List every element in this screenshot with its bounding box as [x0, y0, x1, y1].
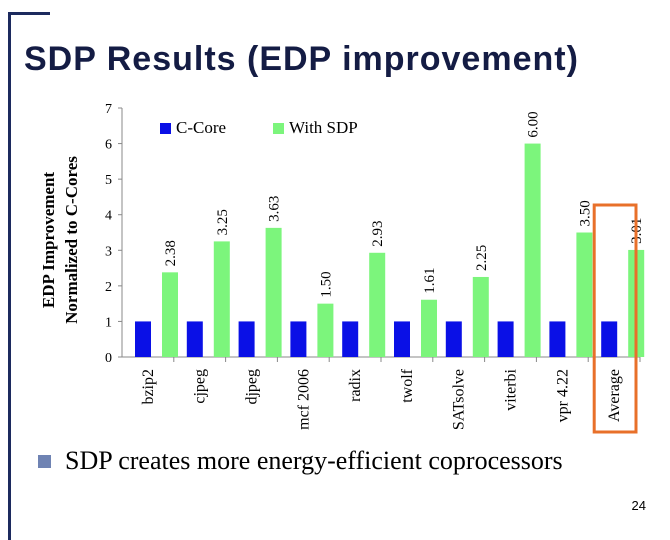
- x-category-label: mcf 2006: [295, 369, 312, 430]
- x-category-label: Average: [606, 369, 623, 422]
- legend-label-with-sdp: With SDP: [289, 118, 358, 137]
- x-category-label: radix: [347, 369, 364, 402]
- bar-with-sdp: [421, 299, 437, 357]
- legend-swatch-c-core: [160, 123, 171, 134]
- y-tick-label: 3: [105, 244, 112, 259]
- x-category-label: vpr 4.22: [554, 369, 571, 422]
- y-tick-label: 2: [105, 280, 112, 295]
- bar-with-sdp: [369, 252, 386, 357]
- bar-with-sdp: [213, 241, 230, 357]
- bar-with-sdp: [524, 143, 541, 357]
- data-label-with-sdp: 3.63: [267, 196, 283, 222]
- data-label-with-sdp: 3.50: [577, 200, 593, 226]
- bar-c-core: [601, 321, 618, 357]
- legend-swatch-with-sdp: [273, 123, 284, 134]
- average-highlight-box: [592, 203, 638, 434]
- x-category-label: SATsolve: [451, 369, 468, 430]
- bar-with-sdp: [162, 272, 178, 357]
- slide-top-accent-tick: [8, 12, 50, 15]
- y-axis-title-line2: Normalized to C-Cores: [62, 156, 81, 324]
- data-label-with-sdp: 2.93: [370, 221, 386, 247]
- bar-c-core: [445, 321, 462, 357]
- x-category-label: viterbi: [503, 368, 520, 410]
- bar-c-core: [290, 321, 307, 357]
- bullet-text: SDP creates more energy-efficient coproc…: [65, 446, 563, 475]
- data-label-with-sdp: 2.25: [474, 245, 490, 271]
- bar-with-sdp: [472, 276, 489, 357]
- slide-title: SDP Results (EDP improvement): [24, 40, 579, 78]
- data-label-with-sdp: 1.50: [318, 271, 334, 297]
- bar-with-sdp: [265, 227, 282, 357]
- y-tick-label: 6: [105, 138, 112, 153]
- data-label-with-sdp: 1.61: [422, 267, 438, 293]
- x-category-label: bzip2: [140, 369, 157, 405]
- y-tick-label: 4: [105, 209, 112, 224]
- bar-c-core: [394, 321, 410, 357]
- bar-c-core: [135, 321, 151, 357]
- x-category-label: djpeg: [244, 369, 261, 405]
- x-category-label: cjpeg: [192, 369, 209, 404]
- bar-with-sdp: [317, 303, 334, 357]
- data-label-with-sdp: 2.38: [163, 240, 179, 266]
- y-tick-label: 1: [105, 315, 112, 330]
- bar-c-core: [497, 321, 514, 357]
- bar-c-core: [186, 321, 203, 357]
- y-tick-label: 0: [105, 351, 112, 366]
- page-number: 24: [631, 498, 646, 513]
- bar-c-core: [549, 321, 566, 357]
- square-bullet-icon: [38, 454, 51, 468]
- bar-c-core: [342, 321, 359, 357]
- data-label-with-sdp: 6.00: [526, 111, 542, 137]
- bullet-item: SDP creates more energy-efficient coproc…: [38, 446, 563, 476]
- x-category-label: twolf: [399, 368, 416, 402]
- y-tick-label: 5: [105, 173, 112, 188]
- bar-with-sdp: [576, 232, 593, 357]
- bar-c-core: [238, 321, 255, 357]
- y-tick-label: 7: [105, 102, 112, 117]
- legend-label-c-core: C-Core: [176, 118, 226, 137]
- slide-left-accent-bar: [8, 12, 11, 540]
- y-axis-title-line1: EDP Improvement: [39, 172, 58, 308]
- data-label-with-sdp: 3.25: [215, 209, 231, 235]
